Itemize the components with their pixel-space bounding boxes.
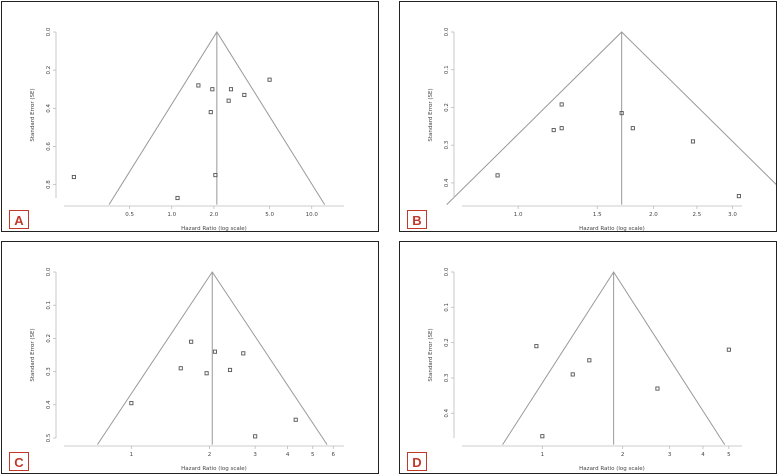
- x-tick-label: 2: [208, 452, 212, 458]
- y-tick-label: 0.3: [444, 140, 450, 149]
- study-point: [228, 87, 234, 92]
- x-tick-label: 5: [727, 452, 731, 458]
- study-point: [619, 111, 624, 116]
- study-point: [227, 367, 233, 372]
- x-tick-label: 2: [621, 452, 625, 458]
- y-tick-label: 0.0: [444, 267, 450, 276]
- panel-label-a: A: [9, 210, 29, 229]
- study-point: [210, 87, 215, 92]
- y-tick-label: 0.3: [444, 373, 450, 382]
- study-point: [690, 139, 696, 144]
- funnel-svg-d: 0.0 0.1 0.2 0.3 0.4 1 2 3 4 5 Hazard Ratio (log sc…: [428, 267, 742, 472]
- x-axis-title: Hazard Ratio (log scale): [181, 466, 247, 472]
- y-tick-label: 0.6: [46, 142, 52, 151]
- panel-label-b: B: [407, 210, 427, 229]
- y-tick-label: 0.0: [444, 27, 450, 36]
- y-axis-title: Standard Error (SE): [30, 88, 36, 141]
- study-point: [293, 417, 298, 422]
- x-tick-label: 1.5: [593, 212, 602, 218]
- study-point: [559, 126, 564, 131]
- y-tick-label: 0.2: [46, 334, 52, 343]
- study-point: [196, 83, 201, 88]
- x-tick-label: 5.0: [265, 212, 274, 218]
- study-point: [534, 344, 539, 349]
- study-point: [726, 347, 731, 352]
- study-point: [267, 77, 272, 82]
- x-tick-label: 4: [701, 452, 705, 458]
- study-point: [178, 366, 183, 371]
- study-point: [189, 339, 194, 344]
- panel-label-c: C: [9, 452, 29, 471]
- x-tick-label: 2.0: [210, 212, 219, 218]
- study-point: [495, 173, 500, 178]
- x-tick-label: 1: [130, 452, 134, 458]
- y-tick-label: 0.4: [46, 103, 52, 112]
- x-tick-label: 3.0: [728, 212, 737, 218]
- x-tick-label: 2.5: [693, 212, 702, 218]
- x-tick-label: 1: [541, 452, 545, 458]
- study-point: [241, 351, 246, 356]
- y-tick-label: 0.2: [444, 103, 450, 112]
- y-axis-title: Standard Error (SE): [30, 328, 36, 381]
- funnel-plot-d: 0.0 0.1 0.2 0.3 0.4 1 2 3 4 5 Hazard Ratio (log sc…: [399, 241, 777, 474]
- study-point: [551, 128, 556, 133]
- panel-label-d: D: [407, 452, 427, 471]
- x-tick-label: 1.0: [514, 212, 523, 218]
- x-axis-title: Hazard Ratio (log scale): [579, 466, 645, 472]
- study-point: [213, 173, 218, 178]
- y-tick-label: 0.1: [46, 301, 52, 310]
- y-tick-label: 0.1: [444, 303, 450, 312]
- study-point: [559, 102, 564, 107]
- study-point: [570, 372, 575, 377]
- study-point: [208, 110, 213, 115]
- study-point: [226, 98, 231, 103]
- study-point: [630, 126, 635, 131]
- x-tick-label: 1.0: [167, 212, 176, 218]
- y-tick-label: 0.3: [46, 367, 52, 376]
- study-point: [175, 195, 180, 201]
- funnel-plot-a: 0.0 0.2 0.4 0.6 0.8 0.5 1.0 2.0 5.0 10.0 Hazard Ra…: [1, 1, 379, 232]
- y-tick-label: 0.4: [46, 400, 52, 409]
- funnel-svg-a: 0.0 0.2 0.4 0.6 0.8 0.5 1.0 2.0 5.0 10.0 Hazard Ra…: [30, 27, 344, 231]
- x-tick-label: 6: [332, 452, 336, 458]
- study-point: [212, 349, 218, 354]
- study-point: [587, 358, 592, 363]
- x-axis-title: Hazard Ratio (log scale): [181, 226, 247, 231]
- funnel-plot-b: 0.0 0.1 0.2 0.3 0.4 1.0 1.5 2.0 2.5 3.0 Hazard Rat…: [399, 1, 777, 232]
- funnel-svg-c: 0.0 0.1 0.2 0.3 0.4 0.5 1 2 3 4 5 6 Hazard Ratio (lo…: [30, 267, 344, 472]
- y-tick-label: 0.4: [444, 178, 450, 187]
- study-point: [204, 371, 209, 376]
- funnel-boundary: [446, 31, 776, 205]
- study-point: [655, 386, 660, 391]
- study-point: [129, 401, 134, 406]
- study-point: [71, 174, 76, 180]
- y-tick-label: 0.4: [444, 408, 450, 417]
- y-tick-label: 0.1: [444, 65, 450, 74]
- y-tick-label: 0.8: [46, 180, 52, 189]
- x-tick-label: 4: [286, 452, 290, 458]
- y-tick-label: 0.0: [46, 267, 52, 276]
- y-tick-label: 0.5: [46, 433, 52, 442]
- y-tick-label: 0.2: [444, 338, 450, 347]
- x-axis-title: Hazard Ratio (log scale): [579, 226, 645, 231]
- x-tick-label: 10.0: [306, 212, 319, 218]
- funnel-svg-b: 0.0 0.1 0.2 0.3 0.4 1.0 1.5 2.0 2.5 3.0 Hazard Rat…: [428, 27, 776, 231]
- x-tick-label: 3: [668, 452, 672, 458]
- y-tick-label: 0.0: [46, 27, 52, 36]
- x-tick-label: 3: [253, 452, 257, 458]
- study-point: [736, 194, 741, 199]
- x-tick-label: 0.5: [125, 212, 134, 218]
- y-axis-title: Standard Error (SE): [428, 328, 434, 381]
- y-tick-label: 0.2: [46, 66, 52, 75]
- x-tick-label: 2.0: [649, 212, 658, 218]
- study-point: [253, 434, 258, 439]
- study-point: [540, 434, 545, 439]
- x-tick-label: 5: [311, 452, 315, 458]
- study-point: [242, 92, 247, 98]
- y-axis-title: Standard Error (SE): [428, 88, 434, 141]
- funnel-plot-c: 0.0 0.1 0.2 0.3 0.4 0.5 1 2 3 4 5 6 Hazard Ratio (lo…: [1, 241, 379, 474]
